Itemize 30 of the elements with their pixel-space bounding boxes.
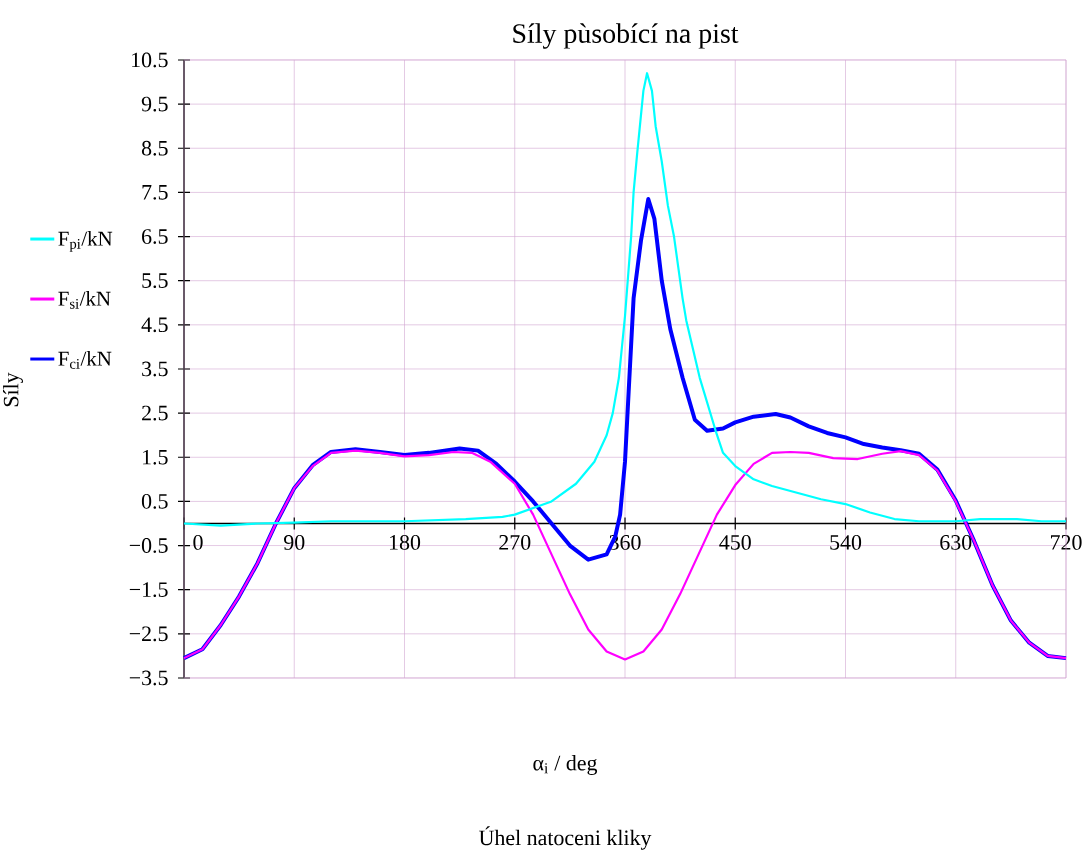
y-tick-label: 8.5 <box>141 140 168 156</box>
y-tick-label: −0.5 <box>129 538 168 553</box>
x-tick-label: 540 <box>830 535 862 550</box>
y-tick-label: 2.5 <box>142 405 168 421</box>
x-tick-label: 180 <box>389 535 421 550</box>
y-tick-label: 5.5 <box>142 273 168 289</box>
x-tick-label: 630 <box>940 535 972 550</box>
legend-label: F$_{ci}$/kN <box>58 351 112 369</box>
y-tick-label: 3.5 <box>142 361 168 377</box>
y-tick-label: 0.5 <box>141 493 168 509</box>
text: Úhel natoceni kliky <box>479 826 652 850</box>
y-tick-label: 7.5 <box>142 185 168 200</box>
legend-label: F$_{si}$/kN <box>58 291 111 309</box>
y-tick-label: 1.5 <box>143 449 168 465</box>
x-tick-label: 270 <box>499 535 531 550</box>
x-tick-label: 90 <box>284 535 305 550</box>
y-tick-label: −3.5 <box>129 670 168 686</box>
x-tick-label: 0 <box>193 535 203 550</box>
chart-title: Síly pùsobící na pist <box>513 23 739 49</box>
legend-label: F$_{pi}$/kN <box>58 231 113 252</box>
y-tick-label: −1.5 <box>129 582 168 598</box>
y-tick-label: 4.5 <box>141 317 168 333</box>
x-tick-label: 450 <box>719 535 751 550</box>
y-tick-label: 10.5 <box>132 52 168 68</box>
y-tick-label: −2.5 <box>129 626 168 642</box>
y-tick-label: 6.5 <box>142 229 168 244</box>
x-tick-label: 720 <box>1051 535 1082 550</box>
y-axis-title: Síly <box>3 372 23 407</box>
x-axis-title: α$_{i}$ / deg <box>533 755 598 775</box>
y-tick-label: 9.5 <box>141 96 168 112</box>
